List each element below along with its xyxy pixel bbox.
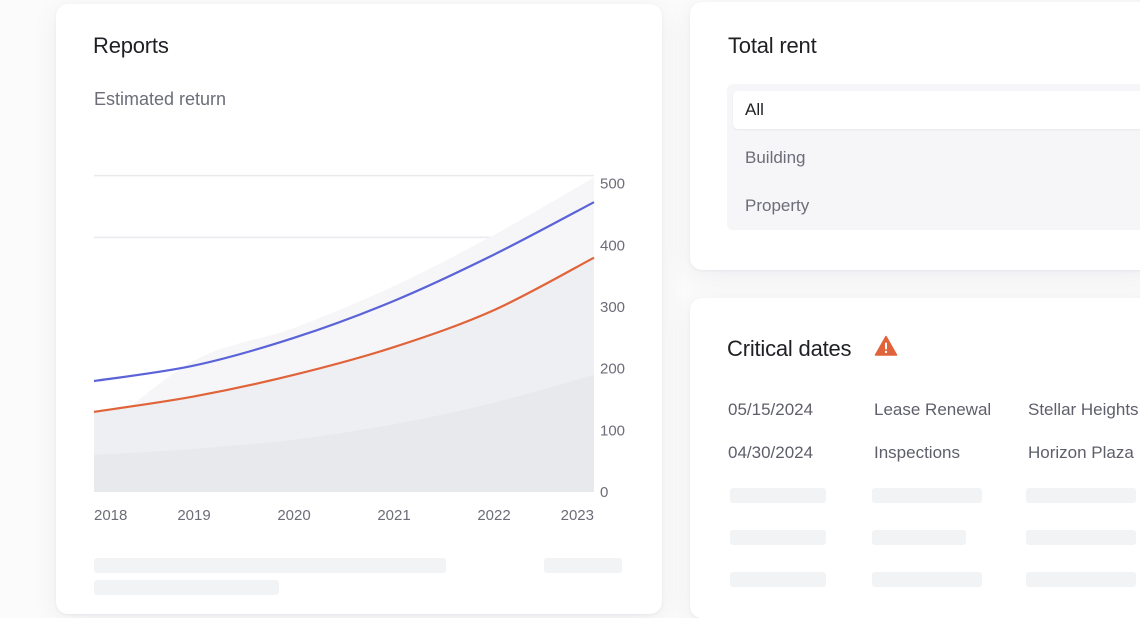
skeleton-bar [94,558,446,573]
y-axis-ticks: 0 100 200 300 400 500 [600,176,625,501]
skeleton-bar [94,580,279,595]
row-property: Stellar Heights [1028,400,1139,419]
critical-dates-card: Critical dates 05/15/2024 Lease Renewal … [690,298,1140,618]
skeleton-bar [1026,530,1136,545]
skeleton-bar [872,488,982,503]
total-rent-card: Total rent All Building Property [690,2,1140,270]
reports-card: Reports Estimated return 0 100 200 300 400 50… [56,4,662,614]
filter-option-property[interactable]: Property [745,196,810,215]
x-axis-ticks: 2018 2019 2020 2021 2022 2023 [94,507,594,524]
y-tick-label: 200 [600,361,625,378]
estimated-return-chart: 0 100 200 300 400 500 2018 2019 2020 2021 2022 202… [93,174,625,524]
chart-lower-band [94,374,594,492]
skeleton-bar [730,572,826,587]
x-tick-label: 2023 [561,507,594,524]
y-tick-label: 100 [600,422,625,439]
x-tick-label: 2022 [477,507,510,524]
x-tick-label: 2021 [377,507,410,524]
warning-triangle-icon [874,335,898,356]
skeleton-bar [1026,572,1136,587]
skeleton-bar [872,572,982,587]
y-tick-label: 500 [600,176,625,193]
y-tick-label: 400 [600,237,625,254]
critical-dates-title: Critical dates [727,336,852,361]
y-tick-label: 300 [600,299,625,316]
row-date: 04/30/2024 [728,443,814,462]
skeleton-bar [730,530,826,545]
skeleton-bar [872,530,966,545]
reports-title: Reports [93,33,169,58]
x-tick-label: 2020 [277,507,310,524]
row-date: 05/15/2024 [728,400,814,419]
skeleton-bar [730,488,826,503]
row-type: Lease Renewal [874,400,992,419]
rent-filter-list: All Building Property [727,84,1140,230]
filter-option-all[interactable]: All [733,91,1140,129]
series-line-orange [93,256,595,413]
total-rent-title: Total rent [728,33,817,58]
skeleton-bar [544,558,622,573]
chart-subtitle: Estimated return [94,89,227,109]
series-line-blue [93,201,595,383]
x-tick-label: 2018 [94,507,127,524]
row-type: Inspections [874,443,960,462]
filter-option-building[interactable]: Building [745,148,806,167]
row-property: Horizon Plaza [1028,443,1134,462]
x-tick-label: 2019 [177,507,210,524]
y-tick-label: 0 [600,484,608,501]
skeleton-bar [1026,488,1136,503]
